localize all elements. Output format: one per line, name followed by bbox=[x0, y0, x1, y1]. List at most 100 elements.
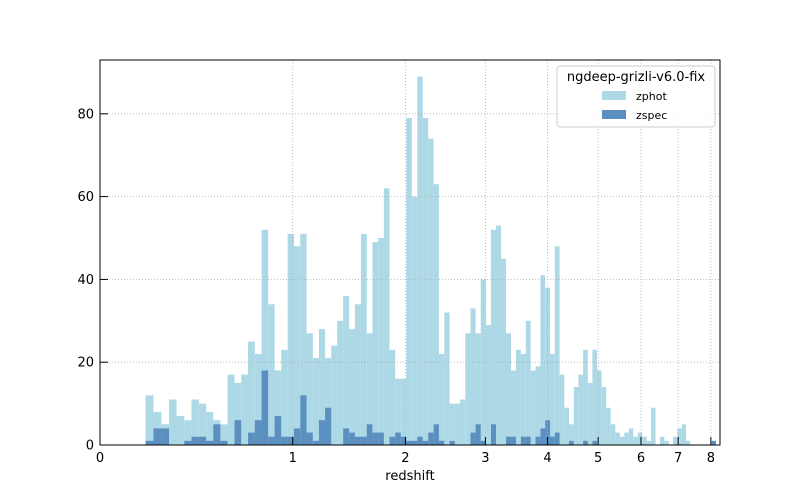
zspec-bar bbox=[312, 440, 319, 445]
zphot-bar bbox=[510, 370, 516, 445]
zphot-bar bbox=[686, 440, 691, 445]
zphot-bar bbox=[659, 436, 665, 445]
zphot-bar bbox=[206, 411, 214, 445]
x-tick-label: 6 bbox=[637, 451, 645, 466]
zphot-bar bbox=[428, 138, 434, 445]
zphot-bar bbox=[254, 353, 262, 445]
zphot-bar bbox=[227, 374, 235, 445]
axes-frame bbox=[99, 59, 721, 446]
zspec-bar bbox=[475, 424, 481, 445]
zspec-bar bbox=[490, 424, 496, 445]
zspec-bar bbox=[433, 424, 439, 445]
zspec-bar bbox=[417, 436, 423, 445]
zspec-bar bbox=[300, 395, 307, 445]
legend-swatch-zspec bbox=[602, 110, 626, 119]
zphot-bar bbox=[184, 420, 192, 445]
zspec-bar bbox=[378, 432, 384, 445]
zphot-bar bbox=[145, 395, 154, 445]
zphot-bar bbox=[360, 233, 367, 445]
zphot-bar bbox=[389, 349, 396, 445]
zspec-bar bbox=[411, 440, 418, 445]
y-tick-label: 20 bbox=[77, 356, 94, 371]
zspec-bar bbox=[406, 440, 412, 445]
zphot-bar bbox=[637, 432, 643, 445]
zphot-bar bbox=[465, 333, 471, 445]
zphot-bar bbox=[438, 353, 445, 445]
zspec-bar bbox=[281, 436, 288, 445]
zphot-bar bbox=[274, 370, 282, 445]
zphot-bar bbox=[628, 428, 634, 445]
zphot-bar bbox=[383, 188, 390, 445]
zphot-bar bbox=[433, 184, 439, 445]
zphot-bar bbox=[578, 374, 584, 445]
zspec-bar bbox=[449, 440, 455, 445]
zspec-bar bbox=[349, 432, 355, 445]
zspec-bar bbox=[540, 428, 546, 445]
zspec-bar bbox=[184, 440, 192, 445]
zphot-bar bbox=[169, 399, 177, 445]
zphot-bar bbox=[515, 349, 521, 445]
zphot-bar bbox=[664, 440, 669, 445]
zspec-bar bbox=[470, 432, 476, 445]
zphot-bar bbox=[535, 366, 541, 445]
legend: ngdeep-grizli-v6.0-fix zphot zspec bbox=[556, 65, 716, 128]
x-tick-label: 4 bbox=[543, 451, 551, 466]
zspec-bar bbox=[428, 432, 434, 445]
zphot-bar bbox=[366, 333, 373, 445]
zphot-bar bbox=[673, 436, 678, 445]
zphot-bar bbox=[610, 424, 616, 445]
zspec-bar bbox=[480, 440, 486, 445]
zspec-bar bbox=[161, 428, 170, 445]
y-tick-label: 0 bbox=[86, 439, 94, 454]
zphot-bar bbox=[525, 320, 531, 445]
zphot-bars bbox=[145, 76, 716, 446]
zphot-bar bbox=[485, 324, 491, 445]
x-tick-label: 3 bbox=[481, 451, 489, 466]
zphot-bar bbox=[406, 117, 412, 446]
zphot-bar bbox=[176, 416, 185, 445]
y-tick-label: 60 bbox=[77, 190, 94, 205]
x-tick-label: 8 bbox=[707, 451, 715, 466]
zphot-bar bbox=[343, 295, 350, 445]
y-tick-label: 40 bbox=[77, 273, 94, 288]
zphot-bar bbox=[506, 333, 511, 445]
zspec-bar bbox=[213, 424, 221, 445]
zphot-bar bbox=[241, 374, 249, 445]
zspec-bar bbox=[234, 420, 242, 445]
zphot-bar bbox=[220, 424, 228, 445]
zspec-bar bbox=[372, 432, 379, 445]
zspec-bar bbox=[535, 436, 541, 445]
zspec-bar bbox=[293, 428, 301, 445]
zspec-bar bbox=[592, 440, 597, 445]
zspec-bar bbox=[191, 436, 199, 445]
zspec-bar bbox=[220, 440, 228, 445]
legend-label-zspec: zspec bbox=[636, 109, 667, 122]
zphot-bar bbox=[520, 353, 526, 445]
zphot-bar bbox=[564, 407, 570, 445]
zspec-bar bbox=[261, 370, 269, 445]
zphot-bar bbox=[248, 341, 255, 445]
zspec-bar bbox=[343, 428, 350, 445]
zphot-bar bbox=[619, 436, 625, 445]
zphot-bar bbox=[615, 432, 620, 445]
zspec-bar bbox=[438, 440, 445, 445]
zphot-bar bbox=[587, 382, 593, 445]
zphot-bar bbox=[312, 358, 319, 445]
zphot-bar bbox=[596, 370, 602, 445]
x-tick-labels: 0 1 2 3 4 5 6 7 8 bbox=[96, 451, 715, 466]
zspec-bar bbox=[550, 436, 555, 445]
legend-title: ngdeep-grizli-v6.0-fix bbox=[567, 70, 706, 85]
zphot-bar bbox=[281, 349, 288, 445]
zphot-bar bbox=[268, 304, 275, 445]
zspec-bar bbox=[274, 416, 282, 445]
zspec-bar bbox=[554, 432, 560, 445]
zphot-bar bbox=[592, 349, 597, 445]
zspec-bar bbox=[510, 436, 516, 445]
zphot-bar bbox=[460, 399, 466, 445]
zphot-bar bbox=[470, 308, 476, 445]
zspec-bar bbox=[306, 432, 313, 445]
zspec-bar bbox=[389, 436, 396, 445]
zphot-bar bbox=[583, 349, 588, 445]
